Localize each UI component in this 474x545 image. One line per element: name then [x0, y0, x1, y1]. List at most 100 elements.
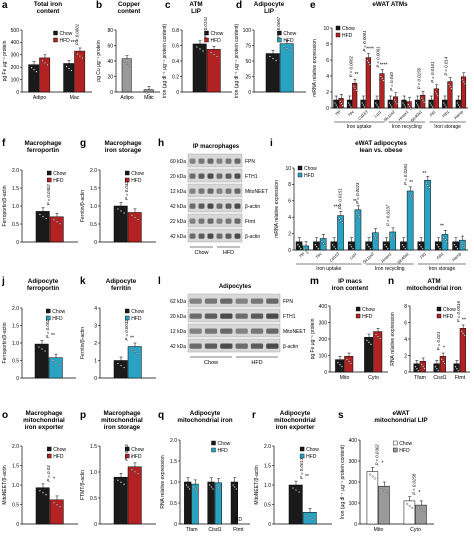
significance-mark: * [131, 456, 133, 462]
panel-title-r: Adipocyte mitochondrial iron exporter [274, 410, 316, 431]
panel-title-p: Macrophage mitochondrial iron storage [101, 410, 143, 431]
y-tick-label: 10 [285, 166, 291, 172]
data-point [272, 57, 274, 60]
p-value-label: P = 0.0062 [348, 55, 353, 77]
data-point [375, 333, 377, 336]
legend-swatch [46, 315, 51, 321]
data-point [421, 247, 424, 250]
bar-chow [414, 99, 421, 109]
y-tick-label: 4 [94, 306, 97, 312]
p-value-label: P = 0.0032 [124, 319, 129, 341]
blot-band [189, 188, 196, 194]
y-tick-label: 2 [404, 353, 407, 359]
significance-mark: **** [71, 40, 79, 46]
data-point [409, 195, 412, 197]
legend-swatch [299, 453, 305, 459]
p-value-label: P = 0.0022 [45, 316, 50, 338]
legend-swatch [47, 170, 52, 176]
y-tick-label: 0.5 [12, 358, 19, 364]
x-tick-label: Cisd1 [208, 527, 221, 533]
bar-hfd [49, 499, 64, 525]
legend-label: HFD [131, 454, 142, 460]
chart-svg-b: 0 20 40 60 80 pg Cu μg⁻¹ protein Adipo Mac [96, 28, 160, 101]
chart-i: 0 2 4 6 8 10 mRNA relative expression Tfrl Tfrc C… [272, 150, 472, 272]
data-point [52, 501, 55, 504]
data-point [461, 78, 464, 81]
data-point [448, 83, 451, 86]
data-point [443, 362, 446, 365]
blot-band [225, 233, 232, 239]
y-tick-label: 1.5 [90, 444, 97, 450]
legend-swatch [355, 313, 361, 319]
significance-mark: ** [130, 336, 134, 342]
data-point [305, 514, 308, 517]
data-point [385, 245, 388, 248]
data-point [454, 365, 457, 368]
data-point [376, 104, 378, 106]
bar-hfd [214, 482, 222, 525]
x-tick-label: Lrp1 [348, 251, 357, 260]
bar-hfd [279, 43, 294, 93]
x-tick-label: Hmox1 [380, 251, 392, 263]
data-point [213, 53, 215, 56]
panel-title-c: ATM LIP [189, 1, 203, 15]
chart-a: 0 100 200 300 400 500 pg Fe μg⁻¹ protein Adipo M… [0, 16, 96, 108]
data-point [352, 247, 354, 250]
data-point [194, 488, 197, 491]
data-point [434, 90, 437, 93]
legend-swatch [204, 30, 209, 36]
blot-band [250, 298, 264, 304]
p-value-label: P = 0.021 [436, 331, 441, 350]
bar-chow [113, 360, 128, 379]
blot-band [220, 298, 233, 304]
blot-band [198, 233, 205, 239]
chart-svg-j: 0 0.5 1.0 1.5 2.0 Ferroportin/β-actin P = 0.00… [2, 306, 76, 382]
data-point [409, 107, 412, 110]
x-tick-label: Hmox1 [397, 109, 409, 121]
data-point [463, 334, 466, 337]
p-value-label: P = 0.0302 [46, 184, 51, 206]
blot-band [189, 328, 202, 334]
legend-label: HFD [131, 316, 142, 322]
data-point [46, 63, 49, 66]
data-point [56, 220, 58, 223]
blot-l: Adipocytes 62 kDa FPN 20 kDa FTH1 12 kDa MitoN… [160, 278, 310, 388]
data-point [235, 488, 238, 490]
data-point [187, 486, 189, 488]
data-point [366, 59, 369, 62]
y-tick-label: 1.0 [264, 483, 271, 489]
x-tick-label: Tfrc [314, 251, 322, 259]
chart-svg-q: 0 0.5 1.0 1.5 2.0 RNA relative expression Tfam… [160, 438, 250, 533]
legend-swatch [125, 308, 130, 314]
panel-label-g: g [80, 138, 87, 149]
data-point [380, 75, 383, 78]
legend-label: HFD [399, 448, 410, 454]
panel-title-m: IP macs iron content [331, 278, 369, 292]
panel-title-b: Copper content [117, 1, 141, 15]
data-point [289, 49, 292, 52]
panel-label-i: i [270, 138, 273, 149]
bar-hfd [389, 231, 397, 251]
bar-hfd [74, 50, 86, 93]
y-tick-label: 0 [94, 376, 97, 382]
chart-b: 0 20 40 60 80 pg Cu μg⁻¹ protein Adipo Mac [94, 16, 164, 108]
y-axis-label: Ferroportin/β-actin [2, 322, 8, 363]
y-tick-label: 0.2 [172, 74, 179, 80]
chart-q: 0 0.5 1.0 1.5 2.0 RNA relative expression Tfam… [158, 426, 254, 540]
data-point [212, 488, 214, 490]
blot-band [225, 218, 232, 224]
legend-label: Chow [218, 441, 231, 447]
data-point [336, 106, 339, 108]
data-point [56, 503, 58, 506]
data-point [440, 358, 443, 361]
data-point [393, 98, 396, 101]
legend-swatch [204, 37, 209, 43]
p-value-label: P = 0.040 [389, 71, 394, 90]
data-point [396, 102, 398, 105]
y-tick-label: 0 [94, 522, 97, 528]
panel-title-j: Adipocyte ferroportin [26, 278, 60, 292]
significance-mark: ** [353, 199, 357, 205]
data-point [404, 247, 407, 250]
bar-hfd [447, 81, 453, 109]
data-point [38, 489, 41, 492]
